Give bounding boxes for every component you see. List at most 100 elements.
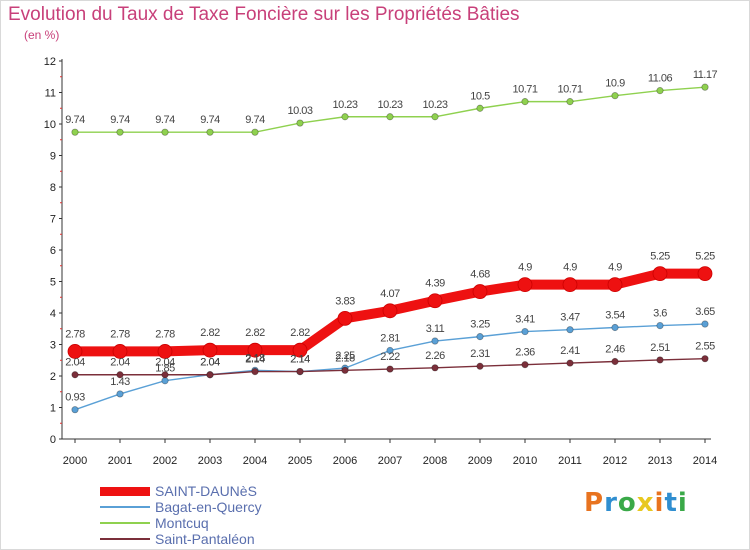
data-point [247, 342, 263, 358]
y-tick-label: 7 [50, 214, 56, 226]
data-point [611, 92, 619, 100]
data-label: 4.68 [470, 269, 490, 281]
data-point [656, 321, 664, 330]
data-point [656, 356, 664, 364]
data-point [251, 128, 259, 136]
legend: SAINT-DAUNèS Bagat-en-Quercy Montcuq Sai… [100, 483, 262, 547]
proxiti-logo: Proxiti [584, 488, 688, 518]
data-label: 10.23 [332, 99, 357, 111]
legend-label-saint-pantaleon: Saint-Pantaléon [155, 531, 255, 547]
data-label: 10.71 [512, 84, 537, 96]
data-point [566, 359, 574, 367]
data-label: 11.06 [648, 73, 673, 85]
data-point [341, 366, 349, 374]
data-point [427, 293, 443, 309]
data-point [296, 367, 304, 376]
data-point [701, 83, 709, 91]
data-label: 2.14 [245, 354, 265, 366]
data-label: 2.18 [335, 352, 355, 364]
data-point [521, 327, 529, 336]
y-tick-label: 8 [50, 182, 56, 194]
data-point [476, 333, 484, 341]
x-tick-label: 2013 [648, 455, 672, 467]
y-tick-label: 5 [50, 277, 56, 289]
data-label: 11.17 [693, 69, 718, 81]
data-point [611, 357, 619, 366]
y-tick-label: 11 [45, 88, 56, 100]
data-label: 2.25 [335, 350, 355, 362]
legend-item-bagat: Bagat-en-Quercy [100, 499, 262, 515]
data-label: 2.41 [560, 345, 580, 357]
data-label: 10.23 [422, 99, 447, 111]
data-label: 2.14 [290, 354, 310, 366]
data-label: 2.46 [605, 344, 625, 356]
data-point [161, 377, 169, 385]
data-point [161, 128, 169, 136]
data-point [382, 303, 398, 319]
x-tick-label: 2001 [108, 455, 132, 467]
data-point [67, 344, 83, 359]
x-tick-label: 2008 [423, 455, 447, 467]
data-point [476, 104, 484, 112]
data-label: 1.43 [110, 376, 130, 388]
data-label: 9.74 [110, 114, 130, 126]
y-tick-label: 12 [44, 56, 56, 68]
data-label: 3.54 [605, 309, 625, 321]
data-label: 1.85 [155, 363, 175, 375]
data-label: 0.93 [65, 392, 85, 404]
data-label: 9.74 [155, 114, 175, 126]
data-point [206, 371, 214, 379]
data-point [386, 365, 394, 373]
data-label: 2.04 [65, 357, 85, 369]
legend-label-montcuq: Montcuq [155, 515, 209, 531]
data-point [206, 128, 214, 136]
y-tick-label: 2 [50, 371, 56, 383]
data-point [472, 284, 488, 299]
data-label: 10.23 [377, 99, 402, 111]
data-point [562, 277, 578, 293]
data-label: 10.71 [557, 84, 582, 96]
x-tick-label: 2011 [558, 455, 582, 467]
y-tick-label: 6 [50, 245, 56, 257]
data-label: 4.39 [425, 278, 445, 290]
y-tick-label: 1 [50, 403, 56, 415]
data-point [517, 277, 533, 293]
data-point [251, 367, 259, 376]
data-point [566, 98, 574, 106]
data-point [701, 320, 709, 328]
legend-item-saint-pantaleon: Saint-Pantaléon [100, 531, 262, 547]
data-point [611, 323, 619, 332]
data-label: 2.51 [650, 342, 670, 354]
data-point [431, 113, 439, 121]
data-point [71, 406, 79, 414]
data-point [71, 371, 79, 379]
x-tick-label: 2005 [288, 455, 312, 467]
data-point [476, 362, 484, 370]
data-point [431, 364, 439, 372]
data-label: 2.81 [380, 332, 400, 344]
data-label: 2.82 [245, 327, 265, 339]
unit-label: (en %) [24, 28, 60, 42]
data-point [71, 128, 79, 136]
data-label: 5.25 [650, 251, 670, 263]
x-tick-label: 2004 [243, 455, 267, 467]
data-point [157, 344, 173, 359]
data-point [296, 119, 304, 127]
x-tick-label: 2009 [468, 455, 492, 467]
data-point [112, 344, 128, 359]
legend-swatch-saint-pantaleon [100, 538, 150, 540]
data-label: 10.9 [605, 78, 625, 90]
data-label: 9.74 [65, 114, 85, 126]
data-label: 4.07 [380, 288, 400, 300]
legend-item-montcuq: Montcuq [100, 515, 262, 531]
data-point [607, 277, 623, 293]
legend-swatch-montcuq [100, 522, 150, 524]
data-label: 2.82 [290, 327, 310, 339]
data-point [202, 342, 218, 358]
data-point [386, 346, 394, 355]
data-label: 4.9 [563, 262, 577, 274]
y-tick-label: 10 [44, 119, 56, 131]
y-tick-label: 9 [50, 151, 56, 163]
